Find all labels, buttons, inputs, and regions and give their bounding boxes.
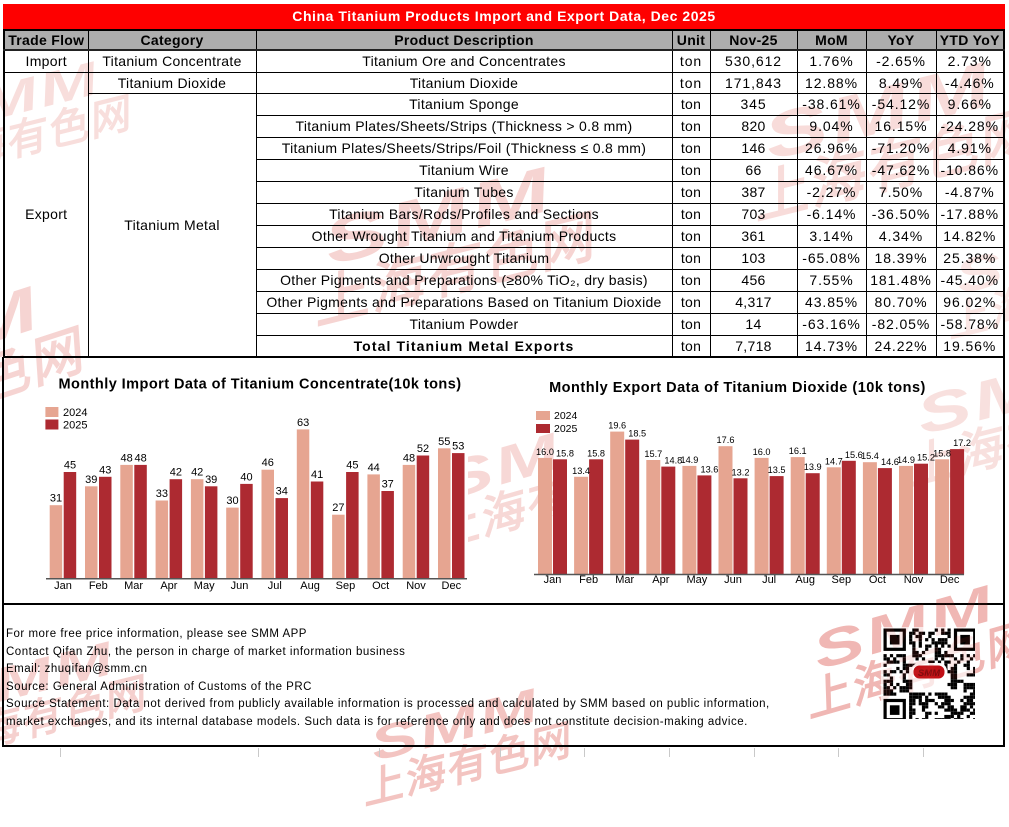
svg-text:Aug: Aug xyxy=(300,580,320,592)
svg-text:May: May xyxy=(194,580,215,592)
svg-text:Oct: Oct xyxy=(869,574,886,586)
svg-text:Nov: Nov xyxy=(904,574,924,586)
svg-text:45: 45 xyxy=(64,460,76,472)
svg-text:48: 48 xyxy=(403,452,415,464)
svg-text:13.9: 13.9 xyxy=(804,462,822,472)
svg-text:17.6: 17.6 xyxy=(717,435,735,445)
svg-text:31: 31 xyxy=(50,493,62,505)
svg-text:15.7: 15.7 xyxy=(644,449,662,459)
svg-text:43: 43 xyxy=(99,464,111,476)
svg-text:Jun: Jun xyxy=(724,574,742,586)
svg-text:13.2: 13.2 xyxy=(732,467,750,477)
svg-text:41: 41 xyxy=(311,469,323,481)
svg-text:13.5: 13.5 xyxy=(768,465,786,475)
svg-text:37: 37 xyxy=(382,479,394,491)
svg-text:53: 53 xyxy=(452,441,464,453)
svg-text:52: 52 xyxy=(417,443,429,455)
svg-text:13.6: 13.6 xyxy=(700,464,718,474)
svg-text:SMM: SMM xyxy=(918,668,941,679)
svg-text:Aug: Aug xyxy=(795,574,815,586)
svg-text:40: 40 xyxy=(240,471,252,483)
svg-text:Dec: Dec xyxy=(442,580,462,592)
svg-text:14.7: 14.7 xyxy=(825,456,843,466)
svg-text:46: 46 xyxy=(262,457,274,469)
svg-text:48: 48 xyxy=(120,452,132,464)
svg-text:63: 63 xyxy=(297,417,309,429)
svg-text:Jul: Jul xyxy=(762,574,776,586)
svg-text:Apr: Apr xyxy=(652,574,669,586)
svg-text:42: 42 xyxy=(191,467,203,479)
svg-text:Jun: Jun xyxy=(231,580,249,592)
svg-text:15.8: 15.8 xyxy=(933,448,951,458)
svg-text:27: 27 xyxy=(332,502,344,514)
svg-text:Apr: Apr xyxy=(160,580,177,592)
svg-text:14.8: 14.8 xyxy=(664,456,682,466)
svg-text:14.6: 14.6 xyxy=(881,457,899,467)
svg-text:Nov: Nov xyxy=(406,580,426,592)
svg-text:Feb: Feb xyxy=(579,574,598,586)
svg-text:55: 55 xyxy=(438,436,450,448)
svg-text:45: 45 xyxy=(346,460,358,472)
svg-text:39: 39 xyxy=(205,474,217,486)
svg-text:48: 48 xyxy=(134,452,146,464)
svg-text:19.6: 19.6 xyxy=(608,421,626,431)
svg-text:Monthly Import Data of Titaniu: Monthly Import Data of Titanium Concentr… xyxy=(58,377,461,393)
svg-text:15.6: 15.6 xyxy=(845,450,863,460)
svg-text:2024: 2024 xyxy=(63,407,87,419)
svg-text:15.4: 15.4 xyxy=(861,451,879,461)
svg-text:39: 39 xyxy=(85,474,97,486)
svg-text:2024: 2024 xyxy=(554,410,578,422)
svg-text:34: 34 xyxy=(276,486,288,498)
svg-text:44: 44 xyxy=(368,462,380,474)
svg-text:Jan: Jan xyxy=(54,580,72,592)
svg-text:17.2: 17.2 xyxy=(953,438,971,448)
svg-text:Mar: Mar xyxy=(124,580,143,592)
svg-text:Sep: Sep xyxy=(832,574,852,586)
svg-text:Monthly Export Data of Titaniu: Monthly Export Data of Titanium Dioxide … xyxy=(549,380,926,396)
svg-text:16.1: 16.1 xyxy=(789,446,807,456)
svg-text:2025: 2025 xyxy=(554,423,578,435)
svg-text:42: 42 xyxy=(170,467,182,479)
svg-text:Jul: Jul xyxy=(268,580,282,592)
svg-text:13.4: 13.4 xyxy=(572,466,590,476)
svg-text:30: 30 xyxy=(226,495,238,507)
svg-text:Oct: Oct xyxy=(372,580,389,592)
svg-text:16.0: 16.0 xyxy=(753,447,771,457)
svg-text:15.8: 15.8 xyxy=(587,448,605,458)
svg-text:2025: 2025 xyxy=(63,420,87,432)
svg-text:14.9: 14.9 xyxy=(897,455,915,465)
svg-text:16.0: 16.0 xyxy=(536,447,554,457)
svg-text:Jan: Jan xyxy=(544,574,562,586)
svg-text:18.5: 18.5 xyxy=(628,429,646,439)
svg-text:15.2: 15.2 xyxy=(917,453,935,463)
svg-text:14.9: 14.9 xyxy=(680,455,698,465)
svg-text:May: May xyxy=(687,574,708,586)
svg-text:Sep: Sep xyxy=(336,580,356,592)
svg-text:Dec: Dec xyxy=(940,574,960,586)
svg-text:Feb: Feb xyxy=(89,580,108,592)
svg-text:33: 33 xyxy=(156,488,168,500)
svg-text:Mar: Mar xyxy=(615,574,634,586)
svg-text:15.8: 15.8 xyxy=(556,448,574,458)
